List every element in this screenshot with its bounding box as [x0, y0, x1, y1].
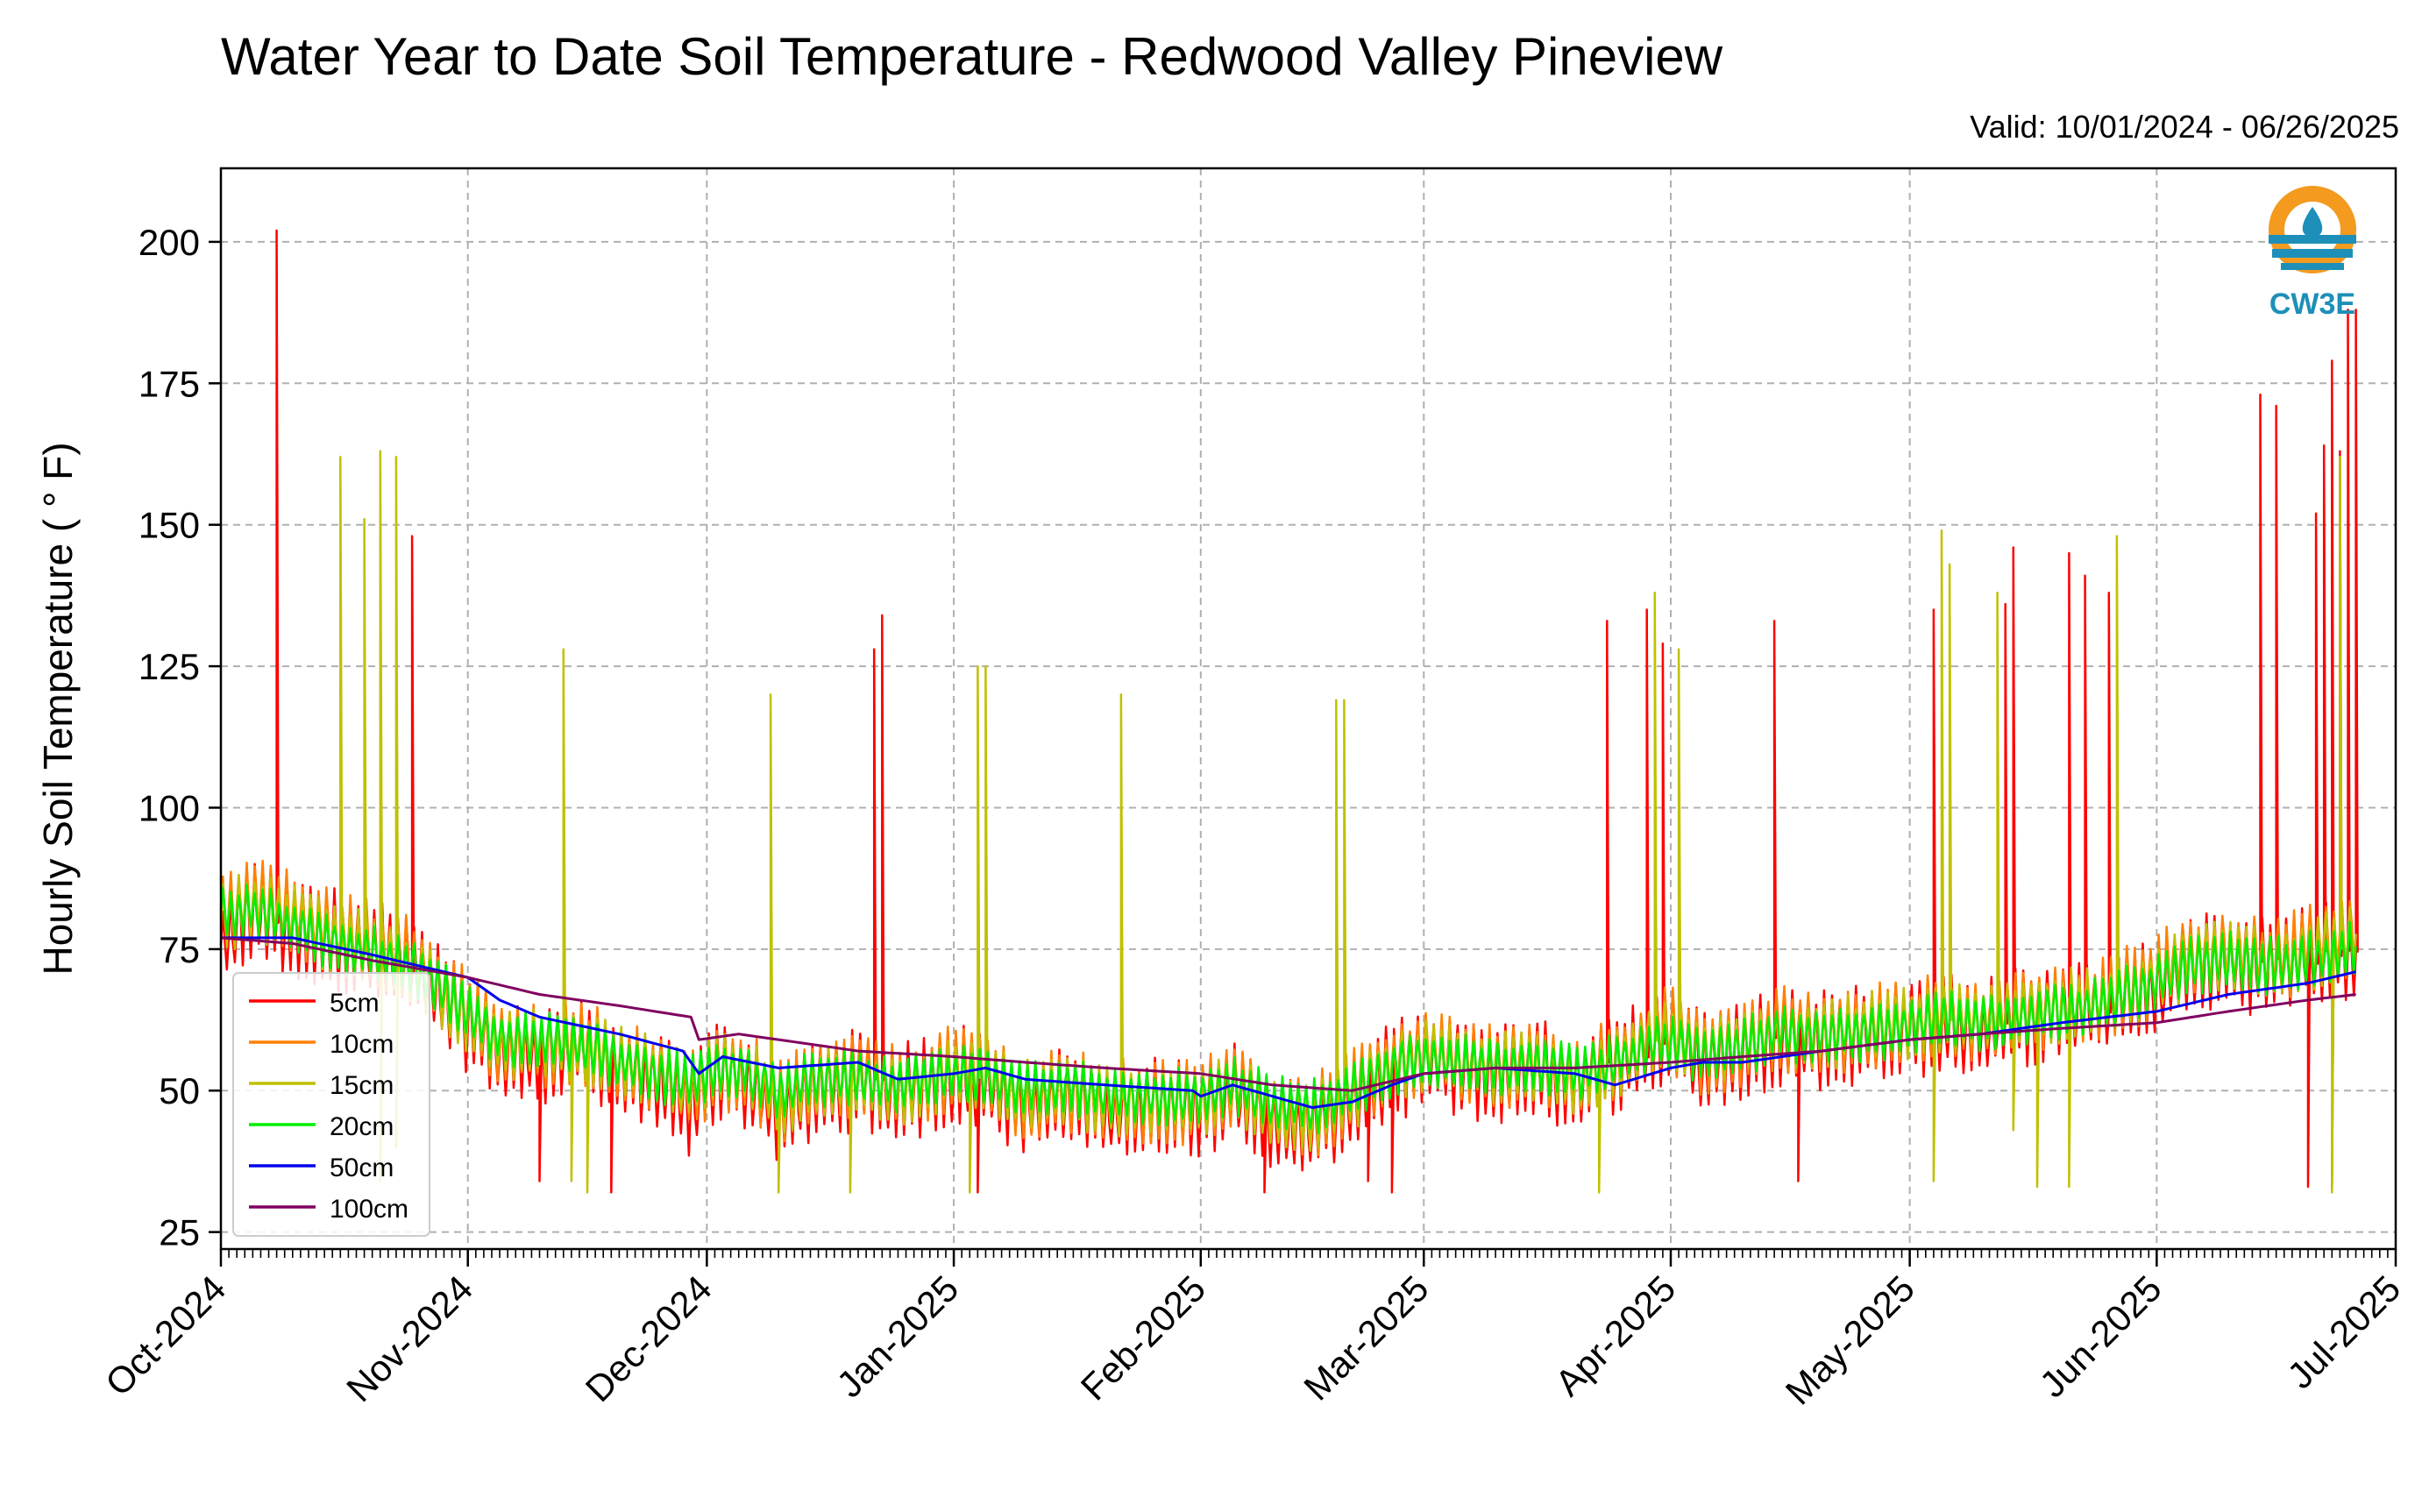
- series-layer: [219, 229, 2359, 1194]
- chart-title: Water Year to Date Soil Temperature - Re…: [221, 27, 1723, 86]
- legend-label-50cm: 50cm: [330, 1154, 394, 1182]
- series-line-100cm: [220, 936, 2356, 1092]
- x-tick-label: Mar-2025: [1296, 1267, 1436, 1408]
- cw3e-logo: CW3E: [2269, 186, 2356, 321]
- logo-droplet-icon: [2302, 207, 2323, 237]
- x-tick-label: Jan-2025: [828, 1267, 966, 1405]
- legend-box: [232, 972, 430, 1237]
- legend-label-15cm: 15cm: [330, 1071, 394, 1100]
- y-tick-label: 25: [159, 1212, 200, 1253]
- legend-label-20cm: 20cm: [330, 1112, 394, 1141]
- x-tick-label: Oct-2024: [97, 1267, 233, 1403]
- legend: 5cm 10cm 15cm 20cm 50cm 100cm: [232, 972, 430, 1237]
- y-tick-label: 75: [159, 929, 200, 970]
- logo-wave-2: [2272, 249, 2353, 258]
- y-tick-label: 175: [138, 363, 200, 404]
- y-axis-label: Hourly Soil Temperature ( ° F): [35, 442, 81, 975]
- x-tick-label: Feb-2025: [1073, 1267, 1213, 1408]
- x-tick-label: Jun-2025: [2032, 1267, 2170, 1405]
- y-tick-label: 150: [138, 505, 200, 546]
- logo-wave-3: [2281, 263, 2344, 270]
- logo-text: CW3E: [2269, 287, 2355, 321]
- x-tick-label: Dec-2024: [578, 1267, 720, 1409]
- y-tick-label: 125: [138, 646, 200, 687]
- logo-wave-1: [2269, 235, 2356, 244]
- series-line-20cm: [219, 884, 2357, 1135]
- x-tick-label: Apr-2025: [1547, 1267, 1683, 1403]
- legend-label-100cm: 100cm: [330, 1195, 408, 1224]
- valid-date-range: Valid: 10/01/2024 - 06/26/2025: [1970, 109, 2399, 145]
- y-tick-label: 100: [138, 787, 200, 828]
- legend-label-10cm: 10cm: [330, 1030, 394, 1059]
- legend-label-5cm: 5cm: [330, 989, 380, 1018]
- plot-frame: [219, 167, 2397, 1251]
- y-tick-label: 50: [159, 1070, 200, 1111]
- x-tick-label: Nov-2024: [338, 1267, 480, 1409]
- x-tick-label: May-2025: [1778, 1267, 1922, 1412]
- y-tick-label: 200: [138, 222, 200, 263]
- x-tick-label: Jul-2025: [2279, 1267, 2408, 1396]
- series-line-50cm: [221, 936, 2356, 1110]
